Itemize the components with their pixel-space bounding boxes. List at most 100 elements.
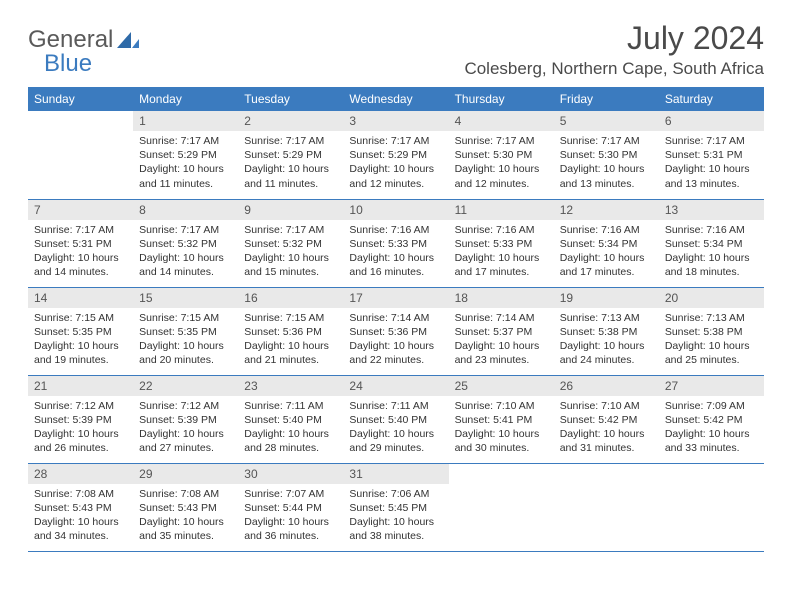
day-number: 18 bbox=[449, 288, 554, 308]
day-number: 8 bbox=[133, 200, 238, 220]
daylight-line2: and 21 minutes. bbox=[244, 353, 337, 367]
day-cell: 10Sunrise: 7:16 AMSunset: 5:33 PMDayligh… bbox=[343, 199, 448, 287]
sunrise-text: Sunrise: 7:13 AM bbox=[665, 311, 758, 325]
sunrise-text: Sunrise: 7:17 AM bbox=[139, 223, 232, 237]
day-cell: 11Sunrise: 7:16 AMSunset: 5:33 PMDayligh… bbox=[449, 199, 554, 287]
daylight-line1: Daylight: 10 hours bbox=[34, 515, 127, 529]
daylight-line1: Daylight: 10 hours bbox=[139, 251, 232, 265]
daylight-line1: Daylight: 10 hours bbox=[34, 427, 127, 441]
sunset-text: Sunset: 5:40 PM bbox=[349, 413, 442, 427]
dow-wednesday: Wednesday bbox=[343, 87, 448, 111]
day-number: 10 bbox=[343, 200, 448, 220]
sunset-text: Sunset: 5:31 PM bbox=[34, 237, 127, 251]
daylight-line1: Daylight: 10 hours bbox=[349, 339, 442, 353]
daylight-line2: and 35 minutes. bbox=[139, 529, 232, 543]
daylight-line1: Daylight: 10 hours bbox=[455, 339, 548, 353]
sunrise-text: Sunrise: 7:16 AM bbox=[455, 223, 548, 237]
sunset-text: Sunset: 5:42 PM bbox=[665, 413, 758, 427]
sunset-text: Sunset: 5:29 PM bbox=[139, 148, 232, 162]
daylight-line2: and 14 minutes. bbox=[34, 265, 127, 279]
day-cell: 13Sunrise: 7:16 AMSunset: 5:34 PMDayligh… bbox=[659, 199, 764, 287]
daylight-line1: Daylight: 10 hours bbox=[139, 339, 232, 353]
day-details: Sunrise: 7:17 AMSunset: 5:32 PMDaylight:… bbox=[238, 220, 343, 286]
sunrise-text: Sunrise: 7:12 AM bbox=[139, 399, 232, 413]
sunrise-text: Sunrise: 7:15 AM bbox=[139, 311, 232, 325]
sunrise-text: Sunrise: 7:16 AM bbox=[349, 223, 442, 237]
day-number: 23 bbox=[238, 376, 343, 396]
daylight-line2: and 13 minutes. bbox=[665, 177, 758, 191]
week-row: 28Sunrise: 7:08 AMSunset: 5:43 PMDayligh… bbox=[28, 463, 764, 551]
month-title: July 2024 bbox=[464, 20, 764, 57]
daylight-line2: and 25 minutes. bbox=[665, 353, 758, 367]
sunset-text: Sunset: 5:43 PM bbox=[34, 501, 127, 515]
sunrise-text: Sunrise: 7:15 AM bbox=[34, 311, 127, 325]
sunrise-text: Sunrise: 7:16 AM bbox=[665, 223, 758, 237]
sunset-text: Sunset: 5:38 PM bbox=[665, 325, 758, 339]
sunrise-text: Sunrise: 7:17 AM bbox=[244, 223, 337, 237]
daylight-line1: Daylight: 10 hours bbox=[349, 251, 442, 265]
daylight-line1: Daylight: 10 hours bbox=[455, 251, 548, 265]
daylight-line2: and 30 minutes. bbox=[455, 441, 548, 455]
daylight-line1: Daylight: 10 hours bbox=[455, 162, 548, 176]
sunrise-text: Sunrise: 7:08 AM bbox=[139, 487, 232, 501]
day-cell: 31Sunrise: 7:06 AMSunset: 5:45 PMDayligh… bbox=[343, 463, 448, 551]
day-cell: 21Sunrise: 7:12 AMSunset: 5:39 PMDayligh… bbox=[28, 375, 133, 463]
daylight-line1: Daylight: 10 hours bbox=[244, 251, 337, 265]
sunset-text: Sunset: 5:39 PM bbox=[34, 413, 127, 427]
sunrise-text: Sunrise: 7:10 AM bbox=[455, 399, 548, 413]
day-cell: 17Sunrise: 7:14 AMSunset: 5:36 PMDayligh… bbox=[343, 287, 448, 375]
day-number: 2 bbox=[238, 111, 343, 131]
sunset-text: Sunset: 5:32 PM bbox=[244, 237, 337, 251]
day-details: Sunrise: 7:16 AMSunset: 5:34 PMDaylight:… bbox=[554, 220, 659, 286]
day-details: Sunrise: 7:11 AMSunset: 5:40 PMDaylight:… bbox=[343, 396, 448, 462]
sunset-text: Sunset: 5:37 PM bbox=[455, 325, 548, 339]
sunrise-text: Sunrise: 7:09 AM bbox=[665, 399, 758, 413]
sunset-text: Sunset: 5:34 PM bbox=[560, 237, 653, 251]
daylight-line1: Daylight: 10 hours bbox=[34, 251, 127, 265]
daylight-line1: Daylight: 10 hours bbox=[455, 427, 548, 441]
sunset-text: Sunset: 5:36 PM bbox=[349, 325, 442, 339]
sunrise-text: Sunrise: 7:14 AM bbox=[455, 311, 548, 325]
day-number: 14 bbox=[28, 288, 133, 308]
sunset-text: Sunset: 5:39 PM bbox=[139, 413, 232, 427]
sunrise-text: Sunrise: 7:17 AM bbox=[244, 134, 337, 148]
day-cell: 9Sunrise: 7:17 AMSunset: 5:32 PMDaylight… bbox=[238, 199, 343, 287]
day-cell bbox=[449, 463, 554, 551]
day-cell: 28Sunrise: 7:08 AMSunset: 5:43 PMDayligh… bbox=[28, 463, 133, 551]
day-details: Sunrise: 7:16 AMSunset: 5:34 PMDaylight:… bbox=[659, 220, 764, 286]
sunset-text: Sunset: 5:45 PM bbox=[349, 501, 442, 515]
sunrise-text: Sunrise: 7:12 AM bbox=[34, 399, 127, 413]
day-details: Sunrise: 7:17 AMSunset: 5:29 PMDaylight:… bbox=[343, 131, 448, 197]
daylight-line1: Daylight: 10 hours bbox=[665, 162, 758, 176]
daylight-line1: Daylight: 10 hours bbox=[349, 427, 442, 441]
daylight-line2: and 12 minutes. bbox=[455, 177, 548, 191]
week-row: 21Sunrise: 7:12 AMSunset: 5:39 PMDayligh… bbox=[28, 375, 764, 463]
day-details: Sunrise: 7:17 AMSunset: 5:31 PMDaylight:… bbox=[28, 220, 133, 286]
day-cell: 25Sunrise: 7:10 AMSunset: 5:41 PMDayligh… bbox=[449, 375, 554, 463]
daylight-line2: and 27 minutes. bbox=[139, 441, 232, 455]
daylight-line1: Daylight: 10 hours bbox=[244, 162, 337, 176]
daylight-line2: and 24 minutes. bbox=[560, 353, 653, 367]
day-cell: 2Sunrise: 7:17 AMSunset: 5:29 PMDaylight… bbox=[238, 111, 343, 199]
day-cell: 7Sunrise: 7:17 AMSunset: 5:31 PMDaylight… bbox=[28, 199, 133, 287]
day-number: 5 bbox=[554, 111, 659, 131]
daylight-line1: Daylight: 10 hours bbox=[560, 251, 653, 265]
sunset-text: Sunset: 5:44 PM bbox=[244, 501, 337, 515]
daylight-line1: Daylight: 10 hours bbox=[560, 339, 653, 353]
day-details: Sunrise: 7:10 AMSunset: 5:42 PMDaylight:… bbox=[554, 396, 659, 462]
day-number: 19 bbox=[554, 288, 659, 308]
daylight-line1: Daylight: 10 hours bbox=[34, 339, 127, 353]
sunset-text: Sunset: 5:38 PM bbox=[560, 325, 653, 339]
daylight-line2: and 22 minutes. bbox=[349, 353, 442, 367]
sunrise-text: Sunrise: 7:15 AM bbox=[244, 311, 337, 325]
day-number: 16 bbox=[238, 288, 343, 308]
day-number: 29 bbox=[133, 464, 238, 484]
daylight-line1: Daylight: 10 hours bbox=[349, 515, 442, 529]
daylight-line1: Daylight: 10 hours bbox=[349, 162, 442, 176]
daylight-line2: and 15 minutes. bbox=[244, 265, 337, 279]
daylight-line1: Daylight: 10 hours bbox=[665, 427, 758, 441]
sunset-text: Sunset: 5:32 PM bbox=[139, 237, 232, 251]
day-cell bbox=[28, 111, 133, 199]
day-number: 3 bbox=[343, 111, 448, 131]
day-cell: 3Sunrise: 7:17 AMSunset: 5:29 PMDaylight… bbox=[343, 111, 448, 199]
